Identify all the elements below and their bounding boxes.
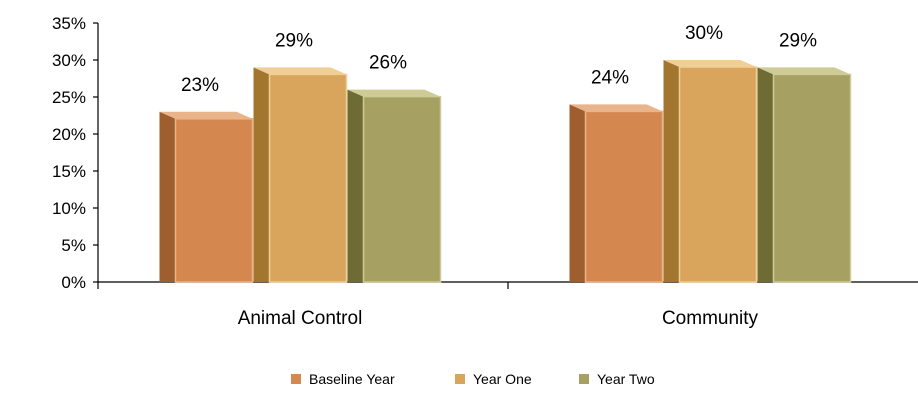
- bar: [569, 104, 664, 283]
- data-label: 29%: [275, 30, 313, 51]
- bar-front-face: [584, 110, 664, 283]
- bar-front-face: [362, 95, 442, 283]
- bar-front-face: [772, 73, 852, 283]
- legend-item: Year One: [455, 371, 532, 387]
- data-label: 26%: [369, 53, 407, 74]
- data-labels: 23% 29% 26% 24% 30% 29%: [181, 23, 817, 96]
- bar-side-face: [569, 104, 586, 283]
- legend-label: Year One: [473, 371, 532, 387]
- x-category-label: Community: [662, 308, 759, 329]
- legend-swatch: [291, 374, 301, 384]
- bar-top-face: [159, 111, 253, 119]
- bar-side-face: [757, 67, 774, 283]
- bar: [663, 60, 758, 283]
- bar: [347, 89, 442, 283]
- legend-swatch: [579, 374, 589, 384]
- legend-item: Year Two: [579, 371, 655, 387]
- legend-swatch: [455, 374, 465, 384]
- y-tick-label: 0%: [61, 273, 86, 292]
- bar: [159, 111, 254, 283]
- data-label: 23%: [181, 75, 219, 96]
- y-tick-label: 10%: [52, 199, 86, 218]
- bar-side-face: [347, 89, 364, 282]
- y-tick-label: 25%: [52, 88, 86, 107]
- bar-front-face: [678, 66, 758, 283]
- y-tick-label: 15%: [52, 162, 86, 181]
- bar-side-face: [663, 60, 680, 282]
- bar-side-face: [159, 111, 176, 282]
- data-label: 29%: [779, 30, 817, 51]
- y-tick-label: 5%: [61, 236, 86, 255]
- bar-top-face: [757, 67, 851, 75]
- bar: [757, 67, 852, 283]
- bar-front-face: [174, 118, 254, 283]
- legend-label: Baseline Year: [309, 371, 395, 387]
- data-label: 30%: [685, 23, 723, 44]
- bar-side-face: [253, 67, 270, 283]
- bar-top-face: [569, 104, 663, 112]
- y-tick-label: 35%: [52, 14, 86, 33]
- bar-top-face: [253, 67, 347, 75]
- legend: Baseline Year Year One Year Two: [291, 371, 655, 387]
- bar: [253, 67, 348, 283]
- x-axis: Animal Control Community: [97, 281, 918, 329]
- y-axis: 0% 5% 10% 15% 20% 25% 30% 35%: [52, 14, 99, 292]
- y-tick-label: 30%: [52, 51, 86, 70]
- bars: [159, 60, 852, 283]
- bar-top-face: [347, 89, 441, 97]
- y-tick-label: 20%: [52, 125, 86, 144]
- legend-item: Baseline Year: [291, 371, 395, 387]
- data-label: 24%: [591, 67, 629, 88]
- bar-front-face: [268, 73, 348, 283]
- bar-top-face: [663, 60, 757, 67]
- x-category-label: Animal Control: [238, 308, 363, 329]
- legend-label: Year Two: [597, 371, 655, 387]
